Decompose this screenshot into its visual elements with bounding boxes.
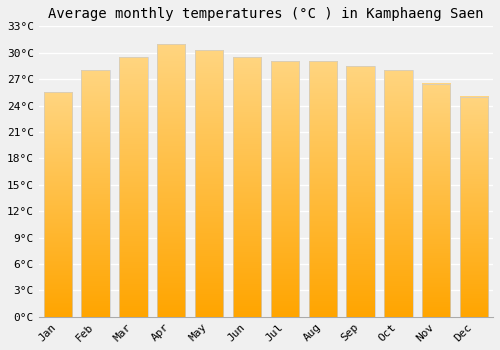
- Bar: [157, 44, 186, 317]
- Bar: [346, 66, 375, 317]
- Bar: [233, 57, 261, 317]
- Bar: [270, 62, 299, 317]
- Title: Average monthly temperatures (°C ) in Kamphaeng Saen: Average monthly temperatures (°C ) in Ka…: [48, 7, 484, 21]
- Bar: [82, 70, 110, 317]
- Bar: [384, 70, 412, 317]
- Bar: [422, 84, 450, 317]
- Bar: [119, 57, 148, 317]
- Bar: [460, 97, 488, 317]
- Bar: [44, 92, 72, 317]
- Bar: [195, 50, 224, 317]
- Bar: [308, 62, 337, 317]
